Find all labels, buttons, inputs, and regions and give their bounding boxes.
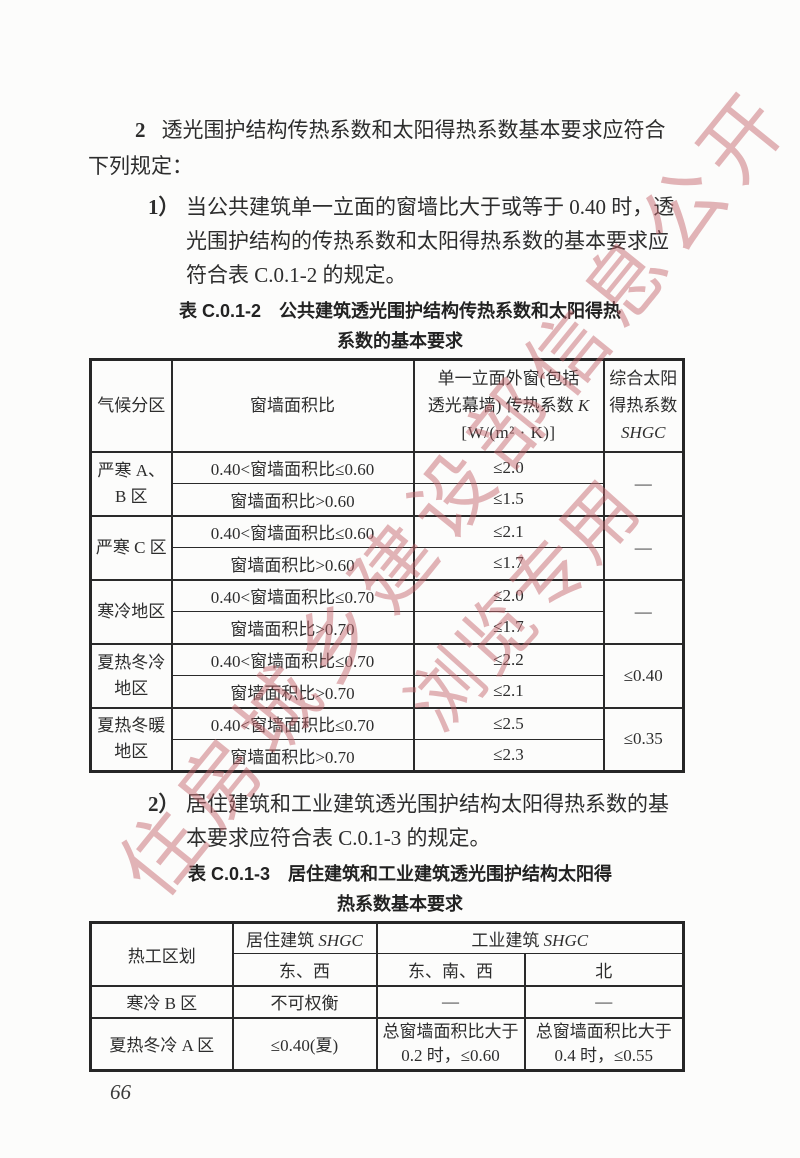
k-value-cell: ≤2.2 <box>412 642 605 676</box>
k-value-cell: ≤2.3 <box>412 739 605 772</box>
clause-number: 2 <box>135 118 146 142</box>
ratio-cell: 窗墙面积比>0.60 <box>170 547 415 580</box>
table-row: 窗墙面积比>0.60 ≤1.5 <box>91 483 684 516</box>
k-value-cell: ≤2.0 <box>412 450 605 484</box>
res-shgc-cell: 不可权衡 <box>231 984 378 1018</box>
table1-header-k-line2: 透光幕墙) 传热系数 K <box>427 396 590 416</box>
shgc-symbol: SHGC <box>318 931 363 950</box>
list-item-2: 2） 居住建筑和工业建筑透光围护结构太阳得热系数的基 本要求应符合表 C.0.1… <box>148 787 712 855</box>
ratio-cell: 窗墙面积比>0.60 <box>170 483 415 516</box>
ind-shgc-cell: 总窗墙面积比大于 0.4 时，≤0.55 <box>523 1016 685 1071</box>
k-value-cell: ≤1.5 <box>412 483 605 516</box>
zone-cell: 严寒 C 区 <box>89 514 173 580</box>
list-item-2-marker: 2） <box>148 792 180 816</box>
page-number: 66 <box>110 1080 131 1104</box>
k-value-cell: ≤2.5 <box>412 706 605 740</box>
table1-caption-line1: 表 C.0.1-2 公共建筑透光围护结构传热系数和太阳得热 <box>178 301 622 321</box>
zone-cell: 夏热冬冷 A 区 <box>89 1016 234 1071</box>
table1-header-ratio: 窗墙面积比 <box>170 359 415 453</box>
ind-shgc-cell: — <box>375 984 526 1018</box>
table-row: 窗墙面积比>0.70 ≤2.1 <box>91 675 684 708</box>
zone-cell: 严寒 A、 B 区 <box>89 450 173 516</box>
list-item-2-text: 居住建筑和工业建筑透光围护结构太阳得热系数的基 本要求应符合表 C.0.1-3 … <box>186 792 669 850</box>
table2-header-row-2: 东、西 东、南、西 北 <box>91 953 685 986</box>
table-row: 窗墙面积比>0.70 ≤1.7 <box>91 611 684 644</box>
k-value-cell: ≤1.7 <box>412 547 605 580</box>
k-value-cell: ≤1.7 <box>412 611 605 644</box>
zone-cell: 夏热冬暖 地区 <box>89 706 173 772</box>
table-row: 窗墙面积比>0.60 ≤1.7 <box>91 547 684 580</box>
table2-header-row-1: 热工区划 居住建筑 SHGC 工业建筑 SHGC <box>89 922 685 986</box>
table2-caption-line1: 表 C.0.1-3 居住建筑和工业建筑透光围护结构太阳得 <box>187 864 613 884</box>
zone-cell: 寒冷 B 区 <box>89 984 234 1018</box>
shgc-symbol: SHGC <box>621 423 666 443</box>
list-item-1-marker: 1） <box>148 195 180 219</box>
table-row: 寒冷 B 区 不可权衡 — — <box>89 984 685 1018</box>
table2-header-ind-orient-2: 北 <box>523 953 685 986</box>
ratio-cell: 窗墙面积比>0.70 <box>170 739 415 772</box>
res-shgc-cell: ≤0.40(夏) <box>231 1016 378 1071</box>
zone-cell: 寒冷地区 <box>89 578 173 644</box>
table1-caption: 表 C.0.1-2 公共建筑透光围护结构传热系数和太阳得热 系数的基本要求 <box>88 296 712 356</box>
ratio-cell: 0.40<窗墙面积比≤0.70 <box>170 578 415 612</box>
clause-text: 透光围护结构传热系数和太阳得热系数基本要求应符合 <box>161 118 666 142</box>
list-item-1: 1） 当公共建筑单一立面的窗墙比大于或等于 0.40 时，透 光围护结构的传热系… <box>148 190 712 292</box>
shgc-symbol: SHGC <box>543 931 589 950</box>
table2-header-residential: 居住建筑 SHGC <box>231 922 378 954</box>
shgc-cell: ≤0.35 <box>602 706 685 772</box>
ratio-cell: 窗墙面积比>0.70 <box>170 675 415 708</box>
table1-header-climate: 气候分区 <box>89 359 173 453</box>
ratio-cell: 窗墙面积比>0.70 <box>170 611 415 644</box>
table1-header-shgc: 综合太阳 得热系数 SHGC <box>602 359 685 453</box>
table-row: 严寒 C 区 0.40<窗墙面积比≤0.60 ≤2.1 — <box>89 514 685 580</box>
table-c-0-1-2: 气候分区 窗墙面积比 单一立面外窗(包括 透光幕墙) 传热系数 K [W/(m²… <box>89 358 685 773</box>
table1-header-row: 气候分区 窗墙面积比 单一立面外窗(包括 透光幕墙) 传热系数 K [W/(m²… <box>89 359 685 453</box>
table2-header-zone: 热工区划 <box>89 922 234 986</box>
table-row: 窗墙面积比>0.70 ≤2.3 <box>91 739 684 772</box>
list-item-1-text: 当公共建筑单一立面的窗墙比大于或等于 0.40 时，透 光围护结构的传热系数和太… <box>186 195 675 287</box>
shgc-cell: — <box>602 578 685 644</box>
shgc-cell: ≤0.40 <box>602 642 685 708</box>
clause-intro-line-2: 下列规定： <box>88 154 193 178</box>
table-row: 严寒 A、 B 区 0.40<窗墙面积比≤0.60 ≤2.0 — <box>89 450 685 516</box>
table2-header-industrial: 工业建筑 SHGC <box>375 922 685 954</box>
table1-caption-line2: 系数的基本要求 <box>337 331 463 351</box>
zone-cell: 夏热冬冷 地区 <box>89 642 173 708</box>
table-row: 夏热冬冷 A 区 ≤0.40(夏) 总窗墙面积比大于 0.2 时，≤0.60 总… <box>89 1016 685 1071</box>
table1-header-k-unit: [W/(m² · K)] <box>461 423 556 443</box>
table2-caption: 表 C.0.1-3 居住建筑和工业建筑透光围护结构太阳得 热系数基本要求 <box>88 859 712 919</box>
table1-header-k: 单一立面外窗(包括 透光幕墙) 传热系数 K [W/(m² · K)] <box>412 359 605 453</box>
table-row: 寒冷地区 0.40<窗墙面积比≤0.70 ≤2.0 — <box>89 578 685 644</box>
table2-header-ind-orient-1: 东、南、西 <box>375 953 526 986</box>
table-row: 夏热冬暖 地区 0.40<窗墙面积比≤0.70 ≤2.5 ≤0.35 <box>89 706 685 772</box>
shgc-cell: — <box>602 514 685 580</box>
k-symbol: K <box>577 396 590 416</box>
k-value-cell: ≤2.1 <box>412 514 605 548</box>
ratio-cell: 0.40<窗墙面积比≤0.70 <box>170 642 415 676</box>
ratio-cell: 0.40<窗墙面积比≤0.70 <box>170 706 415 740</box>
k-value-cell: ≤2.1 <box>412 675 605 708</box>
ind-shgc-cell: 总窗墙面积比大于 0.2 时，≤0.60 <box>375 1016 526 1071</box>
table-c-0-1-3: 热工区划 居住建筑 SHGC 工业建筑 SHGC 东、西 东、南、西 北 寒冷 … <box>89 921 685 1072</box>
page-content: 2 透光围护结构传热系数和太阳得热系数基本要求应符合 下列规定： 1） 当公共建筑… <box>88 112 712 1072</box>
table2-caption-line2: 热系数基本要求 <box>337 894 463 914</box>
ind-shgc-cell: — <box>523 984 685 1018</box>
shgc-cell: — <box>602 450 685 516</box>
table2-header-res-orient: 东、西 <box>231 953 378 986</box>
ratio-cell: 0.40<窗墙面积比≤0.60 <box>170 514 415 548</box>
k-value-cell: ≤2.0 <box>412 578 605 612</box>
clause-intro-line-1: 2 透光围护结构传热系数和太阳得热系数基本要求应符合 <box>88 112 712 148</box>
table1-header-k-line1: 单一立面外窗(包括 <box>437 369 580 389</box>
ratio-cell: 0.40<窗墙面积比≤0.60 <box>170 450 415 484</box>
table-row: 夏热冬冷 地区 0.40<窗墙面积比≤0.70 ≤2.2 ≤0.40 <box>89 642 685 708</box>
